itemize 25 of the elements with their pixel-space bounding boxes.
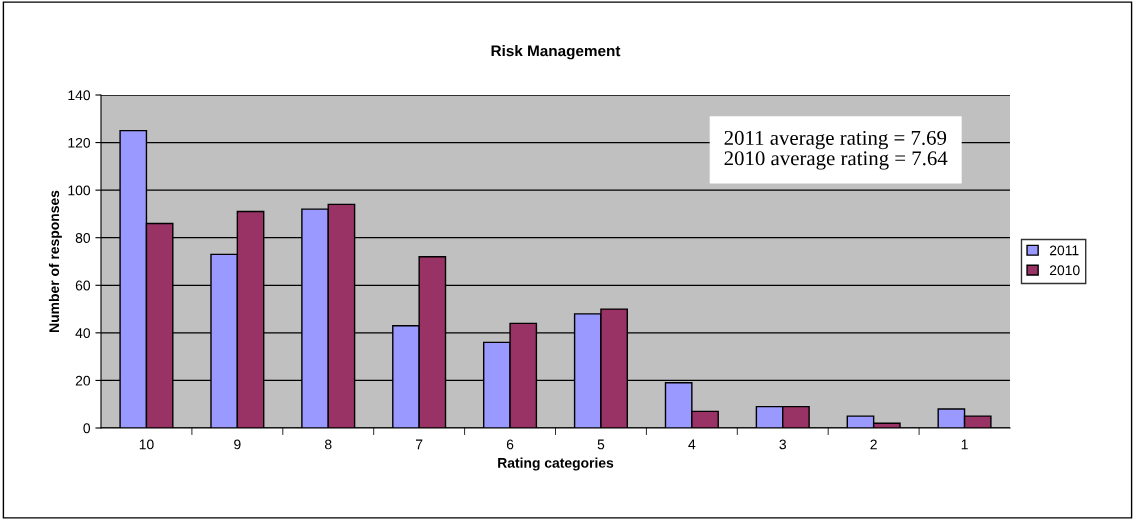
y-tick-label: 40: [75, 328, 91, 339]
x-tick-label: 7: [416, 439, 423, 450]
x-tick-label: 1: [961, 439, 968, 450]
chart-title: Risk Management: [491, 45, 621, 60]
y-tick-label: 20: [75, 375, 91, 386]
y-tick-label: 140: [68, 90, 91, 101]
y-tick-label: 120: [68, 137, 91, 148]
y-tick-label: 0: [83, 423, 91, 434]
x-tick-label: 10: [139, 439, 154, 450]
y-tick-label: 100: [68, 185, 91, 196]
annotation: 2010 average rating = 7.64: [724, 151, 948, 170]
y-axis-title: Number of responses: [48, 190, 62, 332]
legend-label: 2011: [1049, 245, 1079, 256]
x-tick-label: 3: [779, 439, 786, 450]
x-tick-label: 4: [688, 439, 696, 450]
x-tick-label: 8: [324, 439, 332, 450]
x-axis-title: Rating categories: [498, 457, 614, 471]
x-tick-label: 2: [870, 439, 877, 450]
y-tick-label: 60: [75, 280, 91, 291]
x-tick-label: 5: [597, 439, 605, 450]
y-tick-label: 80: [75, 233, 91, 243]
x-tick-label: 6: [506, 439, 514, 450]
annotation: 2011 average rating = 7.69: [724, 130, 947, 150]
x-tick-label: 9: [234, 439, 241, 450]
legend-label: 2010: [1049, 265, 1080, 276]
